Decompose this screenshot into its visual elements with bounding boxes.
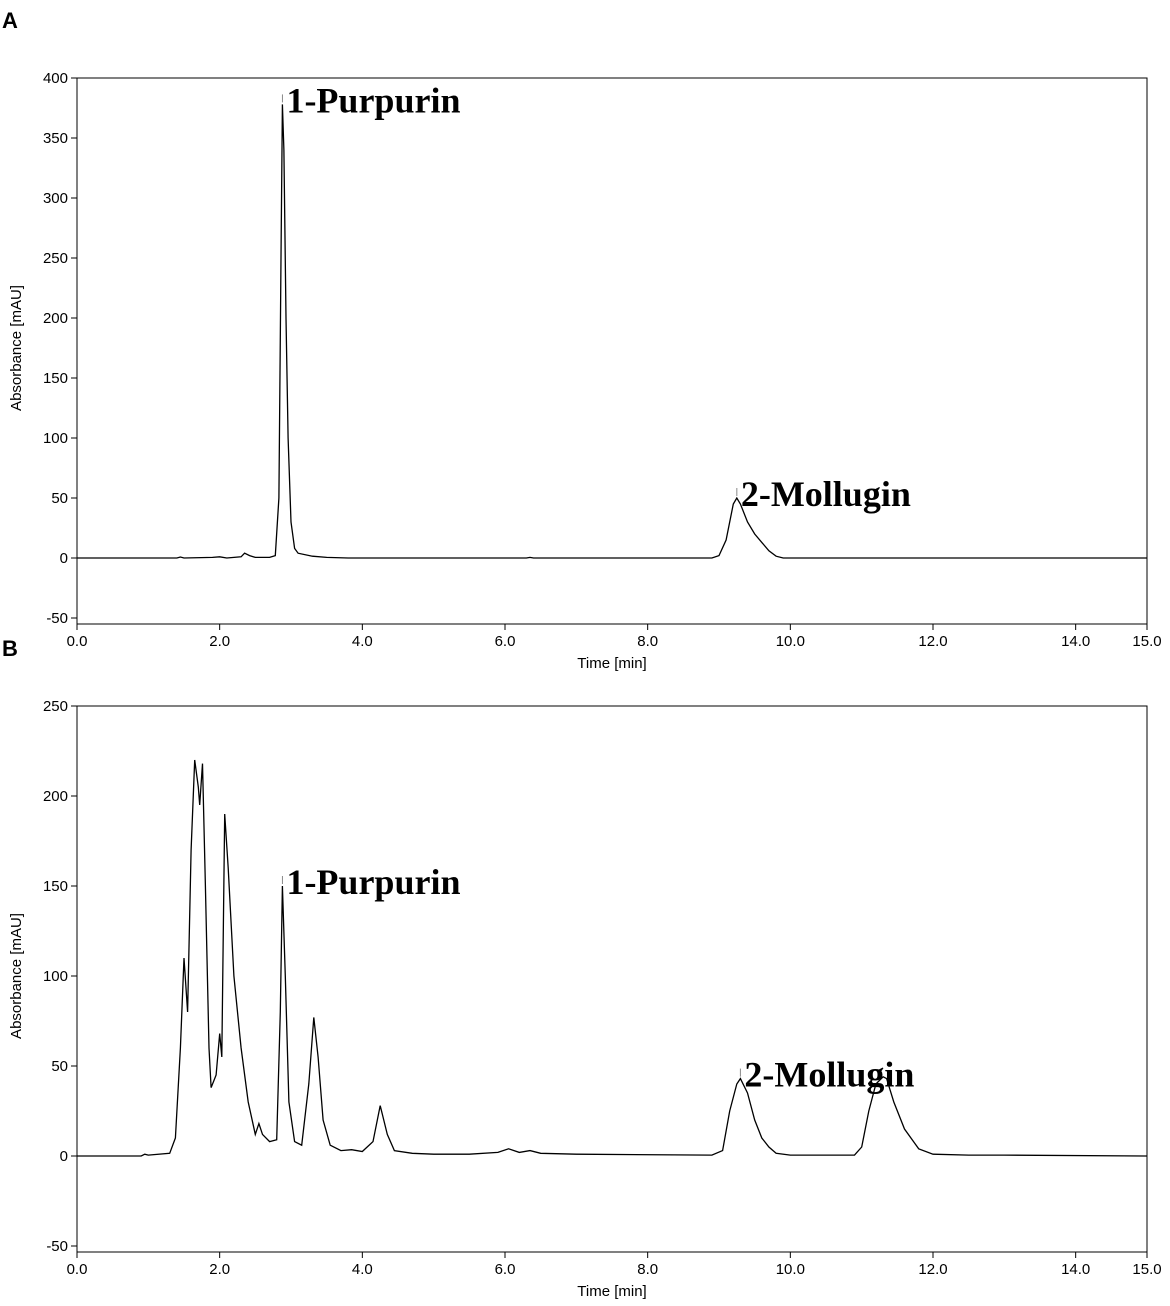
y-tick-label: 200 xyxy=(43,788,68,805)
y-tick-label: 400 xyxy=(43,70,68,87)
x-tick-label: 8.0 xyxy=(637,1261,658,1278)
y-axis-label: Absorbance [mAU] xyxy=(8,913,25,1039)
x-tick-label: 6.0 xyxy=(495,633,516,650)
y-tick-label: 300 xyxy=(43,190,68,207)
peak-annotation: 2-Mollugin xyxy=(741,474,911,514)
x-axis-label: Time [min] xyxy=(577,655,646,672)
x-tick-label: 12.0 xyxy=(918,633,947,650)
panel-label: B xyxy=(2,636,18,661)
x-tick-label: 10.0 xyxy=(776,1261,805,1278)
y-tick-label: 250 xyxy=(43,698,68,715)
x-tick-label: 14.0 xyxy=(1061,633,1090,650)
y-tick-label: 0 xyxy=(60,550,68,567)
x-tick-label: 12.0 xyxy=(918,1261,947,1278)
x-tick-label: 0.0 xyxy=(67,1261,88,1278)
x-tick-label: 0.0 xyxy=(67,633,88,650)
x-tick-label: 4.0 xyxy=(352,633,373,650)
x-tick-label: 10.0 xyxy=(776,633,805,650)
y-tick-label: 0 xyxy=(60,1148,68,1165)
x-tick-label: 14.0 xyxy=(1061,1261,1090,1278)
chromatogram-line xyxy=(77,759,1148,1157)
y-tick-label: 50 xyxy=(51,490,68,507)
y-axis-label: Absorbance [mAU] xyxy=(8,285,25,411)
x-axis-label: Time [min] xyxy=(577,1283,646,1300)
y-tick-label: 150 xyxy=(43,370,68,387)
y-tick-label: -50 xyxy=(46,610,68,627)
x-tick-label: 15.0 xyxy=(1132,1261,1161,1278)
x-tick-label: 2.0 xyxy=(209,633,230,650)
panel-label: A xyxy=(2,8,18,33)
y-tick-label: 200 xyxy=(43,310,68,327)
y-tick-label: 150 xyxy=(43,878,68,895)
plot-frame xyxy=(76,705,1148,1253)
peak-annotation: 1-Purpurin xyxy=(286,862,460,902)
y-tick-label: 250 xyxy=(43,250,68,267)
peak-annotation: 1-Purpurin xyxy=(286,80,460,120)
x-tick-label: 4.0 xyxy=(352,1261,373,1278)
x-tick-label: 8.0 xyxy=(637,633,658,650)
chromatogram-line xyxy=(77,104,1147,559)
y-tick-label: 100 xyxy=(43,968,68,985)
y-tick-label: 100 xyxy=(43,430,68,447)
y-tick-label: 50 xyxy=(51,1058,68,1075)
x-tick-label: 2.0 xyxy=(209,1261,230,1278)
x-tick-label: 15.0 xyxy=(1132,633,1161,650)
peak-annotation: 2-Mollugin xyxy=(744,1055,914,1095)
y-tick-label: -50 xyxy=(46,1238,68,1255)
plot-frame xyxy=(76,77,1148,625)
x-tick-label: 6.0 xyxy=(495,1261,516,1278)
y-tick-label: 350 xyxy=(43,130,68,147)
